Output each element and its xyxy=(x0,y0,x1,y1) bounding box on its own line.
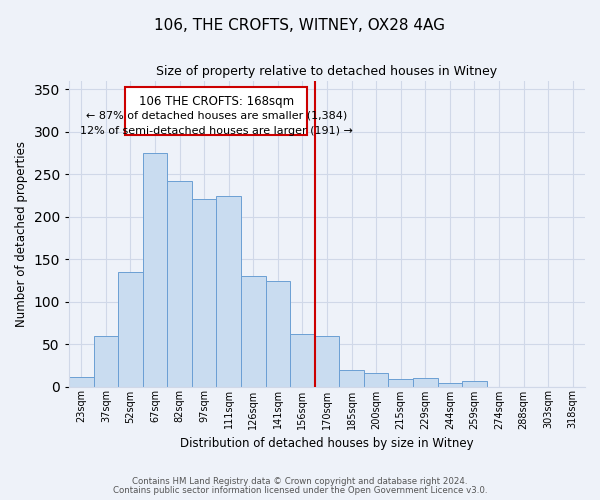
Bar xyxy=(266,281,290,386)
Bar xyxy=(241,276,266,386)
Bar xyxy=(143,153,167,386)
Bar xyxy=(388,379,413,386)
Bar xyxy=(437,383,462,386)
Text: 106, THE CROFTS, WITNEY, OX28 4AG: 106, THE CROFTS, WITNEY, OX28 4AG xyxy=(155,18,445,32)
Bar xyxy=(217,196,241,386)
Bar xyxy=(118,272,143,386)
Bar xyxy=(94,336,118,386)
Bar xyxy=(167,181,192,386)
Bar xyxy=(339,370,364,386)
Title: Size of property relative to detached houses in Witney: Size of property relative to detached ho… xyxy=(157,65,497,78)
Bar xyxy=(192,198,217,386)
Bar xyxy=(413,378,437,386)
Bar xyxy=(314,336,339,386)
FancyBboxPatch shape xyxy=(125,88,307,135)
X-axis label: Distribution of detached houses by size in Witney: Distribution of detached houses by size … xyxy=(180,437,474,450)
Text: Contains public sector information licensed under the Open Government Licence v3: Contains public sector information licen… xyxy=(113,486,487,495)
Text: 106 THE CROFTS: 168sqm: 106 THE CROFTS: 168sqm xyxy=(139,95,294,108)
Text: ← 87% of detached houses are smaller (1,384): ← 87% of detached houses are smaller (1,… xyxy=(86,110,347,120)
Text: Contains HM Land Registry data © Crown copyright and database right 2024.: Contains HM Land Registry data © Crown c… xyxy=(132,477,468,486)
Bar xyxy=(364,373,388,386)
Bar xyxy=(69,377,94,386)
Bar xyxy=(462,382,487,386)
Y-axis label: Number of detached properties: Number of detached properties xyxy=(15,140,28,326)
Text: 12% of semi-detached houses are larger (191) →: 12% of semi-detached houses are larger (… xyxy=(80,126,353,136)
Bar xyxy=(290,334,314,386)
